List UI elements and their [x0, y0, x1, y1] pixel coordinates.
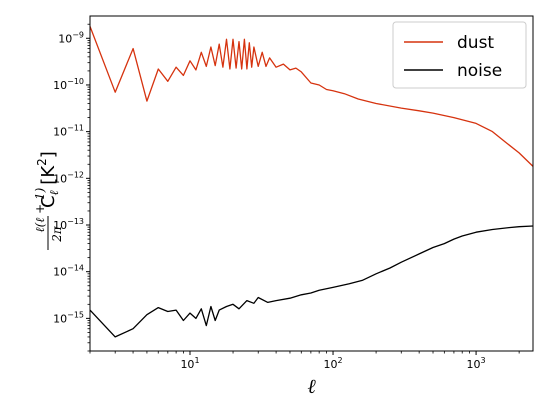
x-axis-title: ℓ — [307, 374, 316, 398]
legend-label-noise: noise — [457, 61, 502, 81]
x-tick-label: 102 — [323, 356, 342, 371]
legend-label-dust: dust — [457, 33, 494, 53]
series-lines — [89, 26, 534, 338]
y-tick-label: 10−11 — [53, 124, 84, 139]
y-tick-label: 10−14 — [53, 264, 84, 279]
y-label-numerator: ℓ(ℓ + 1) — [33, 187, 47, 232]
x-axis-label: ℓ — [307, 374, 316, 398]
legend-box — [392, 21, 527, 89]
series-line-noise — [89, 225, 534, 338]
y-tick-label: 10−15 — [53, 310, 84, 325]
y-axis-title: ℓ(ℓ + 1) 2π Cℓ [K2] — [33, 151, 64, 250]
y-label-denominator: 2π — [50, 225, 64, 243]
x-tick-label: 103 — [467, 356, 486, 371]
y-label-rest: Cℓ [K2] — [35, 151, 61, 208]
y-tick-label: 10−10 — [53, 77, 84, 92]
series-line-dust — [89, 26, 534, 167]
y-tick-label: 10−9 — [58, 30, 84, 45]
axes-frame — [89, 15, 534, 352]
legend: dust noise — [392, 21, 527, 89]
x-tick-label: 101 — [180, 356, 199, 371]
